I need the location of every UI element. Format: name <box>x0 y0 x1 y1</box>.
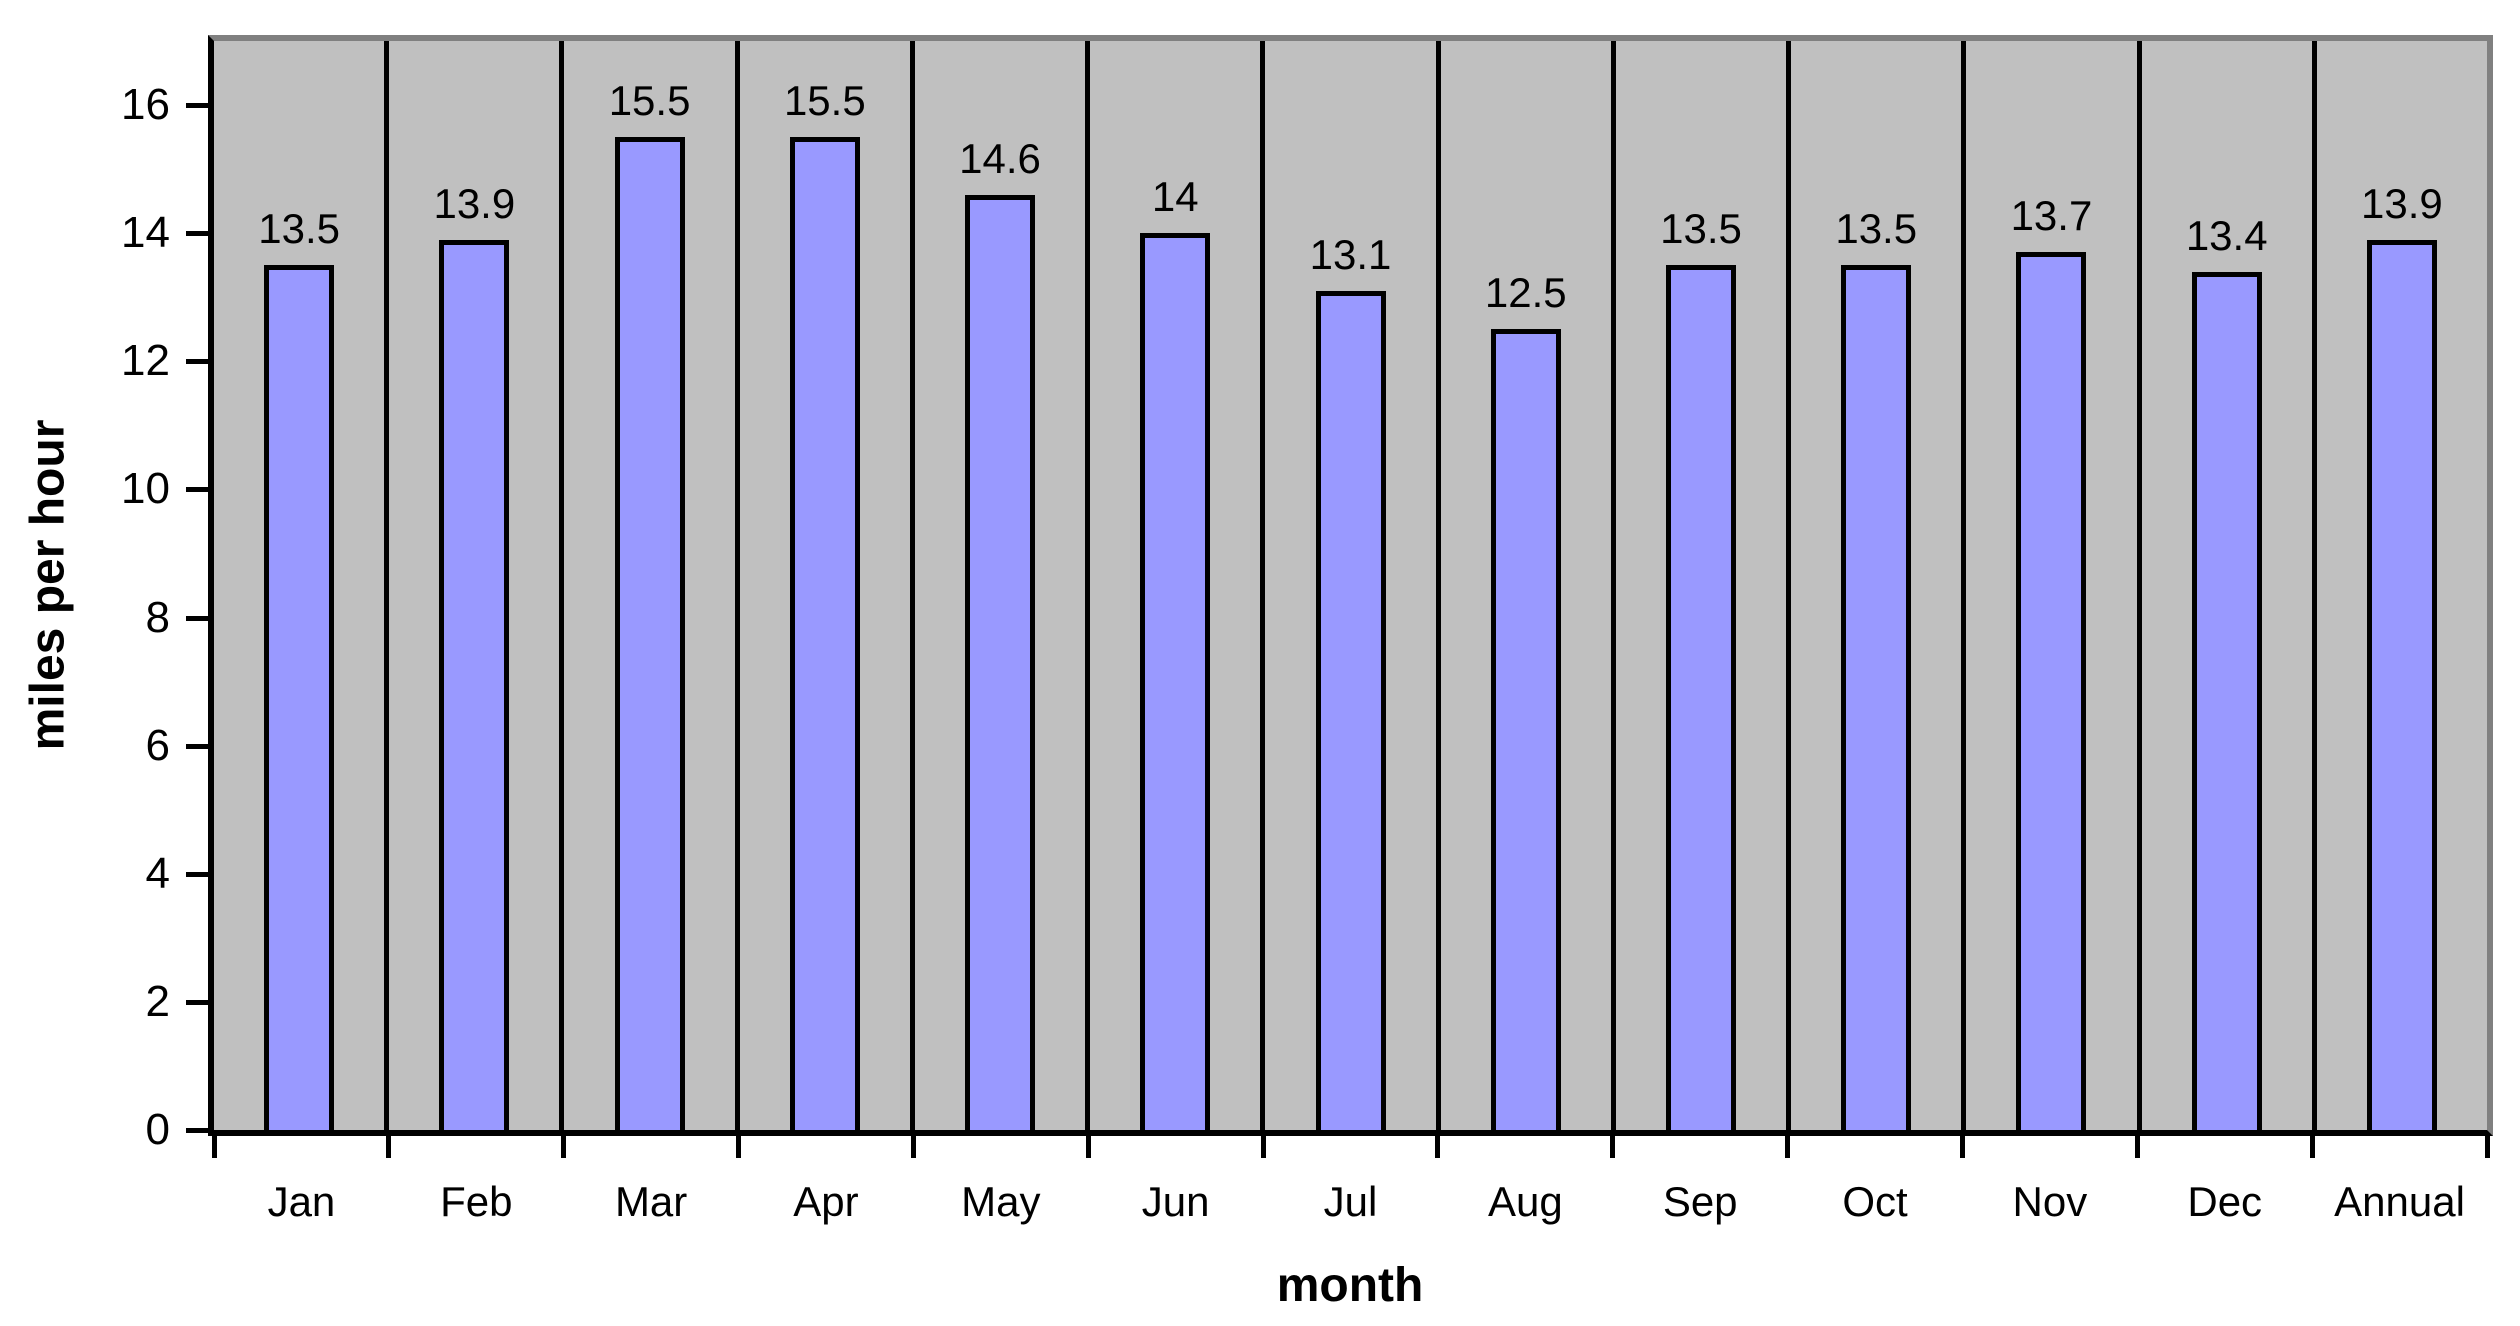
category-cell-jul: 13.1 <box>1265 41 1441 1130</box>
x-axis-tick-12 <box>2309 1136 2315 1158</box>
category-cell-annual: 13.9 <box>2317 41 2487 1130</box>
y-axis-tick-4 <box>186 871 208 877</box>
y-axis-tick-12 <box>186 359 208 365</box>
x-axis-tick-7 <box>1435 1136 1441 1158</box>
bar-value-label-aug: 12.5 <box>1484 269 1567 317</box>
bar-value-label-jan: 13.5 <box>258 205 340 253</box>
x-tick-label-dec: Dec <box>2187 1178 2263 1225</box>
x-tick-label-apr: Apr <box>793 1178 859 1225</box>
y-tick-label-4: 4 <box>145 848 170 898</box>
x-tick-label-jul: Jul <box>1323 1178 1378 1225</box>
bar-may <box>965 194 1036 1130</box>
bar-value-label-dec: 13.4 <box>2185 211 2268 259</box>
category-cell-jan: 13.5 <box>214 41 390 1130</box>
bar-sep <box>1665 265 1736 1130</box>
x-tick-label-mar: Mar <box>614 1178 688 1225</box>
y-tick-label-2: 2 <box>145 976 170 1026</box>
y-tick-label-8: 8 <box>145 592 170 642</box>
x-axis-tick-1 <box>386 1136 392 1158</box>
category-cell-feb: 13.9 <box>389 41 565 1130</box>
bar-value-label-jun: 14 <box>1151 173 1199 221</box>
x-axis-tick-3 <box>736 1136 742 1158</box>
x-axis-tick-13 <box>2484 1136 2490 1158</box>
bar-jan <box>264 265 335 1130</box>
x-axis-tick-4 <box>910 1136 916 1158</box>
y-tick-label-10: 10 <box>121 464 170 514</box>
x-axis-tick-11 <box>2134 1136 2140 1158</box>
category-cell-apr: 15.5 <box>740 41 915 1130</box>
category-cell-nov: 13.7 <box>1966 41 2142 1130</box>
y-tick-label-16: 16 <box>121 80 170 130</box>
bar-value-label-feb: 13.9 <box>433 179 516 227</box>
bar-feb <box>439 239 510 1130</box>
plot-area: 13.5 13.9 15.5 15.5 14.6 14 13.1 12.5 13.5 13.5 13… <box>208 35 2493 1136</box>
x-axis-tick-6 <box>1260 1136 1266 1158</box>
x-tick-label-nov: Nov <box>2012 1178 2088 1225</box>
x-axis-tick-5 <box>1085 1136 1091 1158</box>
category-cell-jun: 14 <box>1090 41 1266 1130</box>
y-tick-label-14: 14 <box>121 208 170 258</box>
bar-dec <box>2191 271 2262 1130</box>
bar-annual <box>2366 239 2437 1130</box>
x-tick-label-jan: Jan <box>267 1178 336 1225</box>
x-axis-tick-9 <box>1785 1136 1791 1158</box>
y-axis-tick-6 <box>186 743 208 749</box>
x-axis-title: month <box>1276 1259 1424 1312</box>
y-axis-tick-8 <box>186 615 208 621</box>
x-axis-tick-10 <box>1959 1136 1965 1158</box>
x-tick-label-aug: Aug <box>1487 1178 1563 1225</box>
category-cell-mar: 15.5 <box>564 41 740 1130</box>
bar-value-label-mar: 15.5 <box>608 77 691 125</box>
bar-value-label-sep: 13.5 <box>1660 205 1742 253</box>
bar-value-label-may: 14.6 <box>959 134 1041 182</box>
y-axis-tick-10 <box>186 487 208 493</box>
y-axis-tick-2 <box>186 999 208 1005</box>
category-cell-oct: 13.5 <box>1791 41 1967 1130</box>
y-axis-tick-14 <box>186 231 208 237</box>
y-axis-tick-0 <box>186 1128 208 1133</box>
bar-mar <box>614 137 685 1130</box>
bar-value-label-annual: 13.9 <box>2361 179 2443 227</box>
y-tick-label-0: 0 <box>145 1105 170 1154</box>
x-tick-label-jun: Jun <box>1141 1178 1210 1225</box>
x-axis-tick-2 <box>561 1136 567 1158</box>
x-axis-tick-0 <box>211 1136 217 1158</box>
category-cell-dec: 13.4 <box>2142 41 2317 1130</box>
bar-value-label-jul: 13.1 <box>1309 230 1392 278</box>
bar-jul <box>1315 290 1386 1130</box>
x-tick-label-sep: Sep <box>1662 1178 1738 1225</box>
bar-value-label-apr: 15.5 <box>783 77 866 125</box>
x-tick-label-oct: Oct <box>1842 1178 1908 1225</box>
bar-apr <box>789 137 860 1130</box>
y-tick-label-6: 6 <box>145 720 170 770</box>
bar-jun <box>1140 233 1211 1130</box>
bar-oct <box>1841 265 1912 1130</box>
category-cell-aug: 12.5 <box>1441 41 1616 1130</box>
x-tick-label-feb: Feb <box>440 1178 513 1225</box>
bar-aug <box>1490 329 1561 1130</box>
bar-nov <box>2016 252 2087 1130</box>
bar-value-label-oct: 13.5 <box>1835 205 1918 253</box>
bar-value-label-nov: 13.7 <box>2010 192 2093 240</box>
y-tick-label-12: 12 <box>121 336 170 386</box>
x-axis-tick-8 <box>1610 1136 1616 1158</box>
x-tick-label-annual: Annual <box>2334 1178 2465 1225</box>
category-cell-sep: 13.5 <box>1616 41 1792 1130</box>
x-tick-label-may: May <box>961 1178 1041 1225</box>
category-cell-may: 14.6 <box>915 41 1091 1130</box>
y-axis-tick-16 <box>186 103 208 109</box>
